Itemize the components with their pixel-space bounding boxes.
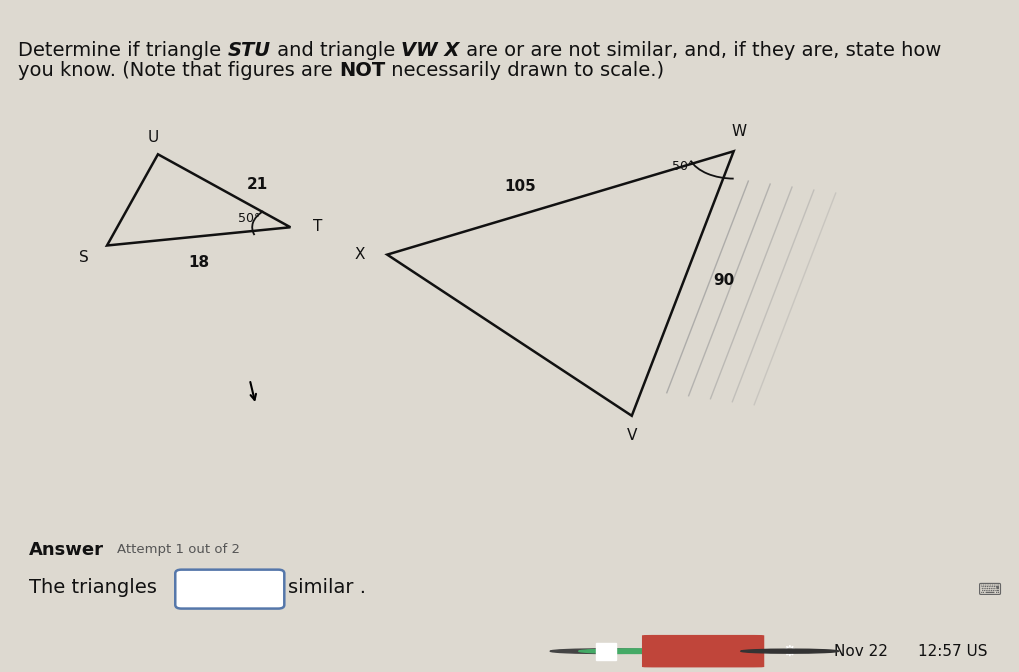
Text: you know. (Note that figures are: you know. (Note that figures are: [18, 61, 339, 80]
FancyBboxPatch shape: [596, 643, 616, 659]
Text: 105: 105: [503, 179, 536, 194]
Text: Determine if triangle: Determine if triangle: [18, 41, 227, 60]
FancyBboxPatch shape: [642, 635, 764, 667]
Circle shape: [550, 649, 662, 653]
Text: Attempt 1 out of 2: Attempt 1 out of 2: [117, 543, 240, 556]
Text: 50°: 50°: [672, 160, 694, 173]
Text: ⚙: ⚙: [783, 644, 797, 659]
Text: T: T: [313, 218, 322, 234]
Text: ⌨: ⌨: [978, 581, 1003, 599]
Text: Nov 22: Nov 22: [835, 644, 888, 659]
Text: NOT: NOT: [339, 61, 385, 80]
Circle shape: [741, 649, 839, 653]
Text: V: V: [627, 428, 637, 443]
Text: 18: 18: [189, 255, 209, 269]
Text: necessarily drawn to scale.): necessarily drawn to scale.): [385, 61, 664, 80]
Text: 12:57 US: 12:57 US: [918, 644, 987, 659]
Text: Sign out: Sign out: [667, 644, 739, 659]
Text: U: U: [147, 130, 159, 145]
Text: similar .: similar .: [288, 579, 367, 597]
Text: are or are not similar, and, if they are, state how: are or are not similar, and, if they are…: [460, 41, 942, 60]
Text: W: W: [732, 124, 746, 139]
Circle shape: [579, 649, 691, 653]
Text: 21: 21: [247, 177, 268, 192]
FancyBboxPatch shape: [175, 570, 284, 609]
Text: ∨: ∨: [263, 581, 271, 595]
Text: STU: STU: [227, 41, 271, 60]
Text: X: X: [355, 247, 365, 262]
Text: The triangles: The triangles: [29, 579, 156, 597]
Text: S: S: [78, 251, 89, 265]
Text: Answer: Answer: [29, 540, 104, 558]
Text: and triangle: and triangle: [271, 41, 401, 60]
Text: 50°: 50°: [238, 212, 261, 224]
Text: VW X: VW X: [401, 41, 460, 60]
Text: 90: 90: [713, 273, 735, 288]
